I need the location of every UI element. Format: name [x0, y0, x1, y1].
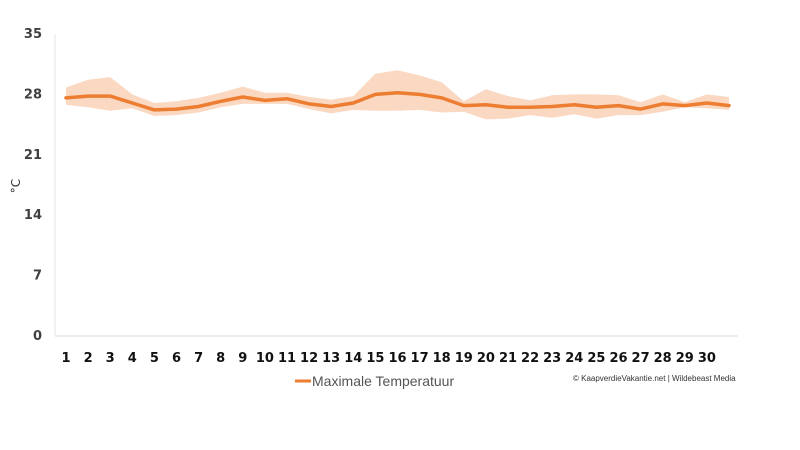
- x-tick-label: 24: [565, 351, 583, 366]
- x-tick-label: 12: [300, 351, 318, 366]
- x-tick-label: 19: [455, 351, 473, 366]
- x-tick-label: 5: [150, 351, 159, 366]
- x-tick-label: 13: [322, 351, 340, 366]
- x-tick-label: 29: [676, 351, 694, 366]
- x-tick-label: 27: [632, 351, 650, 366]
- x-tick-label: 7: [194, 351, 203, 366]
- x-tick-label: 14: [344, 351, 362, 366]
- x-tick-label: 11: [278, 351, 296, 366]
- x-tick-label: 30: [698, 351, 716, 366]
- x-tick-label: 22: [521, 351, 539, 366]
- x-axis-tick-labels: 1 2 3 4 5 6 7 8 9 10 11 12 13 14 15 16 17 18 19 20 21 22 23 24 2…: [61, 351, 715, 366]
- x-tick-label: 2: [84, 351, 93, 366]
- y-tick-label: 28: [24, 87, 42, 102]
- temperature-range-band: [66, 70, 729, 120]
- x-tick-label: 21: [499, 351, 517, 366]
- x-tick-label: 15: [366, 351, 384, 366]
- x-tick-label: 18: [433, 351, 451, 366]
- y-axis-tick-labels: 0 7 14 21 28 35: [24, 27, 42, 344]
- y-tick-label: 14: [24, 208, 42, 223]
- x-tick-label: 3: [106, 351, 115, 366]
- x-tick-label: 17: [411, 351, 429, 366]
- x-tick-label: 20: [477, 351, 495, 366]
- x-tick-label: 4: [128, 351, 137, 366]
- x-tick-label: 6: [172, 351, 181, 366]
- x-tick-label: 23: [543, 351, 561, 366]
- y-tick-label: 0: [33, 329, 42, 344]
- chart-credit: © KaapverdieVakantie.net | Wildebeast Me…: [573, 374, 736, 383]
- y-tick-label: 21: [24, 148, 42, 163]
- x-tick-label: 10: [256, 351, 274, 366]
- legend-label-maximale-temperatuur: Maximale Temperatuur: [312, 373, 454, 389]
- x-tick-label: 9: [238, 351, 247, 366]
- x-tick-label: 1: [61, 351, 70, 366]
- series-line-maximale-temperatuur: [64, 90, 731, 112]
- y-tick-label: 7: [33, 269, 42, 284]
- x-tick-label: 26: [609, 351, 627, 366]
- x-tick-label: 25: [587, 351, 605, 366]
- y-axis-label: °C: [9, 179, 23, 193]
- x-tick-label: 16: [388, 351, 406, 366]
- legend: Maximale Temperatuur: [295, 373, 454, 389]
- y-tick-label: 35: [24, 27, 42, 42]
- x-tick-label: 8: [216, 351, 225, 366]
- x-tick-label: 28: [654, 351, 672, 366]
